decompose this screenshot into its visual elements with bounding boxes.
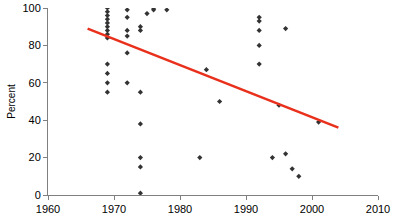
svg-text:60: 60: [29, 77, 41, 89]
svg-text:1990: 1990: [234, 203, 258, 215]
svg-text:1970: 1970: [102, 203, 126, 215]
svg-text:80: 80: [29, 39, 41, 51]
svg-text:1960: 1960: [36, 203, 60, 215]
svg-text:20: 20: [29, 151, 41, 163]
svg-text:0: 0: [35, 189, 41, 201]
svg-text:100: 100: [22, 2, 40, 14]
svg-text:2010: 2010: [366, 203, 390, 215]
svg-text:Percent: Percent: [6, 84, 17, 119]
svg-text:1980: 1980: [168, 203, 192, 215]
svg-text:40: 40: [29, 114, 41, 126]
svg-text:2000: 2000: [300, 203, 324, 215]
